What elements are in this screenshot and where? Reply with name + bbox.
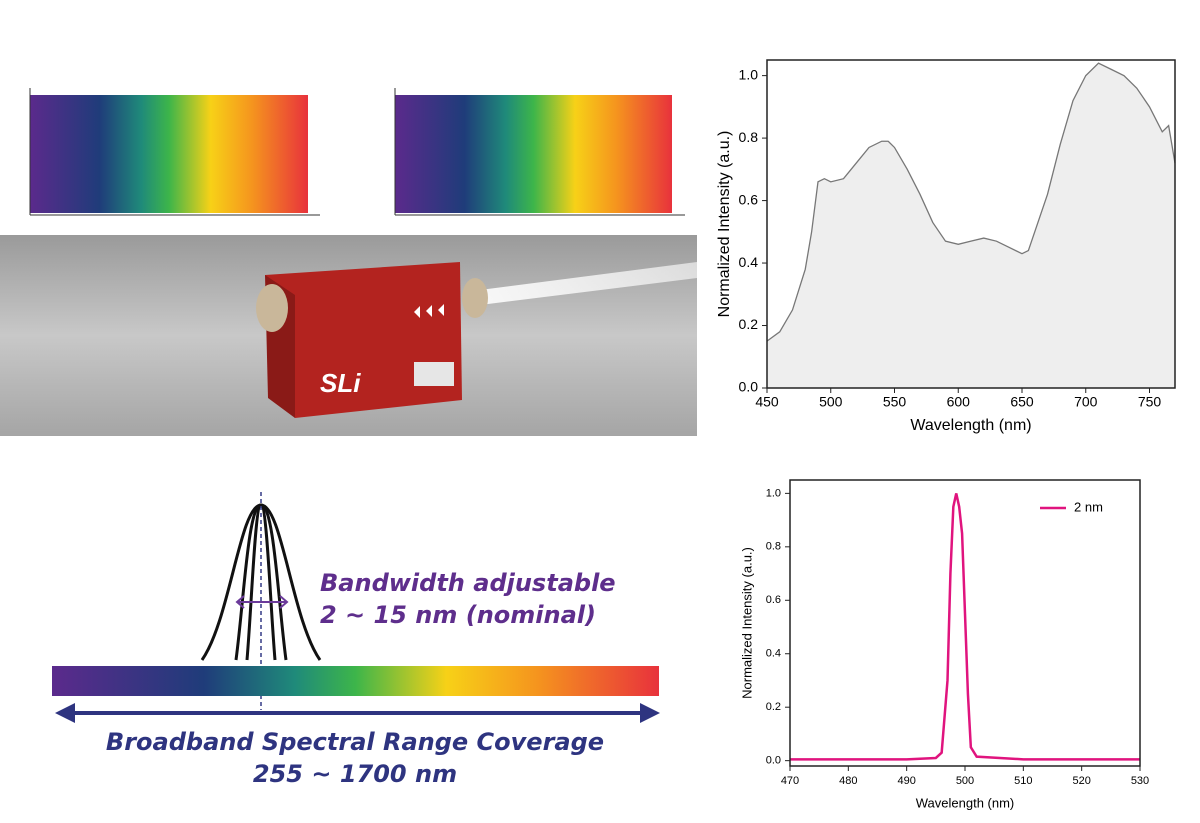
x-tick-label: 500 (819, 394, 843, 410)
spectrum-panel (29, 88, 320, 216)
y-tick-label: 0.8 (766, 541, 781, 553)
legend-label: 2 nm (1074, 499, 1103, 514)
y-axis-label: Normalized Intensity (a.u.) (739, 547, 754, 699)
x-tick-label: 510 (1014, 775, 1032, 787)
y-tick-label: 1.0 (739, 66, 759, 82)
x-tick-label: 500 (956, 775, 974, 787)
bandwidth-range: 2 ~ 15 nm (nominal) (320, 601, 596, 629)
coverage-range: 255 ~ 1700 nm (253, 760, 457, 788)
device-logo: SLi (320, 368, 361, 398)
y-tick-label: 0.6 (766, 594, 781, 606)
y-tick-label: 0.8 (739, 129, 759, 145)
bandwidth-title: Bandwidth adjustable (320, 569, 616, 597)
line (790, 493, 1140, 761)
line (766, 62, 1176, 342)
x-tick-label: 600 (947, 394, 971, 410)
y-tick-label: 0.2 (739, 316, 759, 332)
x-tick-label: 450 (755, 394, 779, 410)
y-tick-label: 0.4 (739, 254, 759, 270)
y-tick-label: 0.2 (766, 701, 781, 713)
range-arrow (55, 703, 660, 723)
coverage-title: Broadband Spectral Range Coverage (106, 728, 604, 756)
x-axis-label: Wavelength (nm) (910, 417, 1031, 434)
area (767, 63, 1175, 388)
y-tick-label: 0.4 (766, 648, 781, 660)
x-tick-label: 650 (1010, 394, 1034, 410)
spectrum-bar (52, 666, 659, 696)
bandwidth-illustration (200, 492, 322, 710)
x-tick-label: 550 (883, 394, 907, 410)
plot-frame (766, 59, 1176, 389)
y-tick-label: 0.0 (766, 755, 781, 767)
y-tick-label: 1.0 (766, 487, 781, 499)
product-photo: SLi (0, 235, 697, 436)
spectrum-panel (394, 88, 685, 216)
x-axis-label: Wavelength (nm) (916, 795, 1015, 810)
y-axis-label: Normalized Intensity (a.u.) (716, 131, 733, 318)
y-tick-label: 0.6 (739, 191, 759, 207)
x-tick-label: 480 (839, 775, 857, 787)
x-tick-label: 700 (1074, 394, 1098, 410)
x-tick-label: 490 (897, 775, 915, 787)
x-tick-label: 750 (1138, 394, 1162, 410)
y-tick-label: 0.0 (739, 379, 759, 395)
x-tick-label: 520 (1072, 775, 1090, 787)
x-tick-label: 530 (1131, 775, 1149, 787)
x-tick-label: 470 (781, 775, 799, 787)
